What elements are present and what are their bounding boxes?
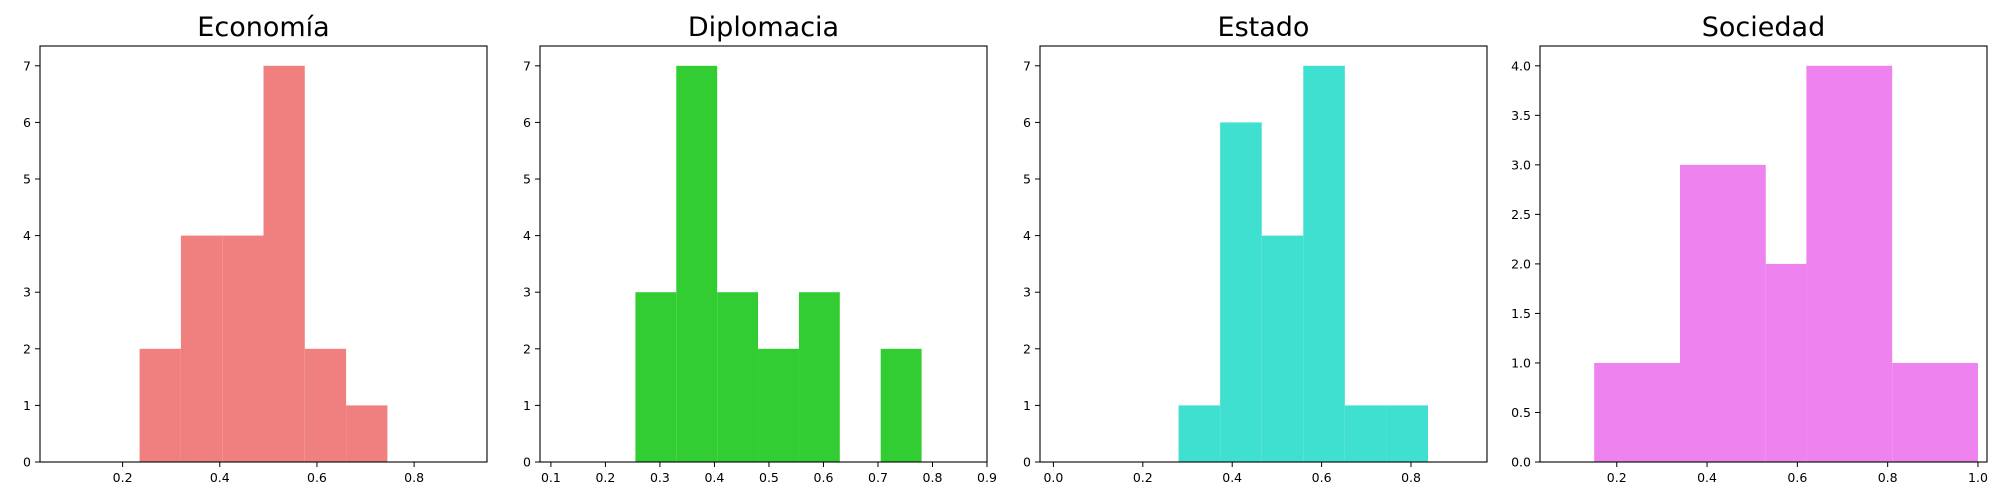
histogram-bar bbox=[1178, 405, 1221, 462]
y-tick-label: 1 bbox=[523, 398, 531, 413]
x-tick-label: 0.8 bbox=[404, 470, 424, 485]
histogram-bar bbox=[798, 292, 840, 462]
panel-title: Sociedad bbox=[1702, 12, 1825, 43]
x-tick-label: 0.6 bbox=[307, 470, 327, 485]
y-tick-label: 5 bbox=[1023, 172, 1031, 187]
y-tick-label: 0 bbox=[23, 455, 31, 470]
panel-diplomacia: Diplomacia 0.1 0.2 0.3 0.4 0.5 0.6 0.7 0.8 0.9 0 1… bbox=[523, 12, 997, 485]
x-tick-label: 0.0 bbox=[1043, 470, 1063, 485]
panel-title: Diplomacia bbox=[688, 12, 839, 43]
x-tick-label: 0.4 bbox=[1222, 470, 1242, 485]
histogram-bar bbox=[880, 348, 922, 462]
x-tick-label: 0.7 bbox=[868, 470, 888, 485]
histogram-bar bbox=[676, 65, 718, 463]
y-tick-label: 7 bbox=[523, 58, 531, 73]
axes-frame bbox=[539, 45, 988, 463]
histogram-bar bbox=[1220, 122, 1262, 462]
x-tick-label: 0.8 bbox=[923, 470, 943, 485]
x-tick-label: 0.8 bbox=[1878, 470, 1898, 485]
histogram-bar bbox=[304, 348, 347, 462]
y-tick-label: 4 bbox=[523, 228, 531, 243]
panel-sociedad: Sociedad 0.2 0.4 0.6 0.8 1.0 0.0 0.5 1.0 1.5 2.0 2… bbox=[1511, 12, 1988, 485]
y-tick-label: 5 bbox=[23, 172, 31, 187]
y-tick-label: 3 bbox=[1023, 285, 1031, 300]
axes-frame bbox=[1539, 45, 1988, 463]
y-tick-label: 3 bbox=[523, 285, 531, 300]
histogram-bar bbox=[222, 235, 264, 462]
x-tick-label: 0.4 bbox=[1697, 470, 1717, 485]
panel-economia: Economía 0.2 0.4 0.6 0.8 0 1 2 3 4 5 6 7 bbox=[23, 12, 488, 485]
panel-title: Estado bbox=[1218, 12, 1310, 43]
x-tick-label: 0.2 bbox=[1607, 470, 1627, 485]
y-tick-label: 2.5 bbox=[1511, 207, 1531, 222]
y-tick-label: 0 bbox=[1023, 455, 1031, 470]
y-tick-label: 1.0 bbox=[1511, 355, 1531, 370]
x-tick-label: 0.4 bbox=[210, 470, 230, 485]
x-tick-label: 0.9 bbox=[977, 470, 997, 485]
x-tick-label: 0.8 bbox=[1401, 470, 1421, 485]
x-tick-label: 1.0 bbox=[1968, 470, 1988, 485]
y-tick-label: 0 bbox=[523, 455, 531, 470]
y-tick-label: 2 bbox=[23, 341, 31, 356]
histogram-bar bbox=[635, 292, 677, 462]
y-tick-label: 7 bbox=[23, 58, 31, 73]
y-tick-label: 4 bbox=[1023, 228, 1031, 243]
y-tick-label: 1 bbox=[23, 398, 31, 413]
y-tick-label: 3 bbox=[23, 285, 31, 300]
y-tick-label: 2.0 bbox=[1511, 256, 1531, 271]
histogram-bar bbox=[346, 405, 388, 462]
y-tick-label: 1 bbox=[1023, 398, 1031, 413]
x-tick-label: 0.4 bbox=[704, 470, 724, 485]
y-tick-label: 4 bbox=[23, 228, 31, 243]
x-tick-label: 0.6 bbox=[1787, 470, 1807, 485]
histogram-bar bbox=[1765, 263, 1807, 462]
axes-frame bbox=[39, 45, 488, 463]
x-tick-label: 0.3 bbox=[650, 470, 670, 485]
histogram-bar bbox=[1344, 405, 1387, 462]
y-tick-label: 0.0 bbox=[1511, 455, 1531, 470]
y-tick-label: 4.0 bbox=[1511, 58, 1531, 73]
y-tick-label: 6 bbox=[23, 115, 31, 130]
y-tick-label: 3.5 bbox=[1511, 108, 1531, 123]
histogram-bar bbox=[717, 292, 759, 462]
histogram-bar bbox=[180, 235, 223, 462]
histogram-bar bbox=[758, 348, 799, 462]
x-tick-label: 0.2 bbox=[113, 470, 133, 485]
histogram-bar bbox=[1261, 235, 1304, 462]
histogram-bar bbox=[1806, 65, 1893, 463]
panel-title: Economía bbox=[197, 12, 329, 43]
histogram-bar bbox=[1386, 405, 1428, 462]
x-tick-label: 0.2 bbox=[1133, 470, 1153, 485]
x-tick-label: 0.5 bbox=[759, 470, 779, 485]
histogram-bar bbox=[1679, 164, 1766, 462]
y-tick-label: 2 bbox=[1023, 341, 1031, 356]
histogram-bar bbox=[1594, 362, 1680, 462]
y-tick-label: 7 bbox=[1023, 58, 1031, 73]
panel-estado: Estado 0.0 0.2 0.4 0.6 0.8 0 1 2 3 4 5 6 7 bbox=[1023, 12, 1488, 485]
x-tick-label: 0.6 bbox=[814, 470, 834, 485]
x-tick-label: 0.6 bbox=[1312, 470, 1332, 485]
x-tick-label: 0.2 bbox=[595, 470, 615, 485]
y-tick-label: 1.5 bbox=[1511, 306, 1531, 321]
histogram-bar bbox=[139, 348, 181, 462]
y-tick-label: 0.5 bbox=[1511, 405, 1531, 420]
histogram-bar bbox=[1892, 362, 1978, 462]
y-tick-label: 2 bbox=[523, 341, 531, 356]
y-tick-label: 6 bbox=[1023, 115, 1031, 130]
x-tick-label: 0.1 bbox=[541, 470, 561, 485]
histogram-bar bbox=[263, 65, 305, 463]
histogram-bar bbox=[1303, 65, 1345, 463]
y-tick-label: 6 bbox=[523, 115, 531, 130]
y-tick-label: 5 bbox=[523, 172, 531, 187]
y-tick-label: 3.0 bbox=[1511, 157, 1531, 172]
axes-frame bbox=[1039, 45, 1488, 463]
